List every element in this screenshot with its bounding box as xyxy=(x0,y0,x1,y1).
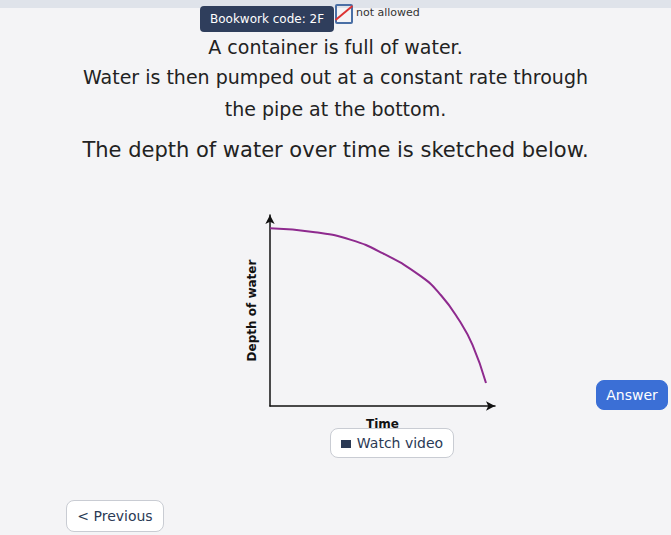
html-text:not allowed: not allowed xyxy=(356,6,420,19)
html-text:the pipe at the bottom.: the pipe at the bottom. xyxy=(224,98,447,120)
html-text:< Previous: < Previous xyxy=(77,508,153,524)
html-text:Watch video: Watch video xyxy=(356,435,444,451)
html-text:Bookwork code: 2F: Bookwork code: 2F xyxy=(210,12,325,26)
html-text:Water is then pumped out at a: Water is then pumped out at a constant r… xyxy=(83,66,588,88)
html-text:Answer: Answer xyxy=(606,387,658,403)
html-text:The depth of water over time i: The depth of water over time is sketched… xyxy=(82,138,589,162)
svg-text:Depth of water: Depth of water xyxy=(245,260,259,362)
svg-text:Time: Time xyxy=(366,417,399,431)
html-text:A container is full of water.: A container is full of water. xyxy=(208,36,463,58)
